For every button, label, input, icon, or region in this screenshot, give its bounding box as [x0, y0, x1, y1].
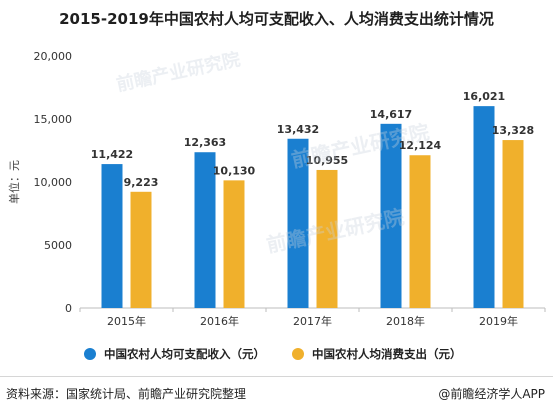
legend-item-expense: 中国农村人均消费支出（元）: [292, 346, 462, 362]
bar-income: [194, 152, 216, 308]
data-label-expense: 9,223: [124, 176, 159, 189]
data-label-income: 12,363: [184, 136, 226, 149]
chart-legend: 中国农村人均可支配收入（元） 中国农村人均消费支出（元）: [0, 346, 553, 366]
footer: 资料来源：国家统计局、前瞻产业研究院整理 @前瞻经济学人APP: [0, 376, 553, 411]
bar-expense: [316, 169, 338, 308]
y-tick-label: 10,000: [34, 176, 73, 189]
bar-income: [473, 106, 495, 308]
bar-income: [380, 123, 402, 308]
bar-expense: [130, 191, 152, 308]
data-label-expense: 13,328: [492, 124, 534, 137]
data-label-expense: 12,124: [399, 139, 442, 152]
x-tick-label: 2017年: [293, 314, 332, 328]
chart-title: 2015-2019年中国农村人均可支配收入、人均消费支出统计情况: [59, 10, 494, 28]
y-tick-label: 0: [65, 302, 72, 315]
source-note: 资料来源：国家统计局、前瞻产业研究院整理: [6, 387, 247, 401]
data-label-income: 13,432: [277, 123, 319, 136]
data-label-income: 11,422: [91, 148, 133, 161]
bar-chart: 单位：元 0 5000 10,000 15,000 20,000 11,422 9,223 20…: [7, 50, 546, 328]
y-axis-label: 单位：元: [7, 160, 21, 204]
legend-marker-expense: [292, 348, 304, 360]
y-tick-label: 20,000: [34, 50, 73, 63]
data-label-expense: 10,955: [306, 154, 348, 167]
brand-credit: @前瞻经济学人APP: [438, 387, 545, 401]
y-tick-label: 15,000: [34, 113, 73, 126]
bar-income: [287, 138, 309, 308]
data-label-income: 14,617: [370, 108, 412, 121]
bar-expense: [409, 155, 431, 308]
x-tick-label: 2016年: [200, 314, 239, 328]
data-label-expense: 10,130: [213, 164, 256, 177]
legend-label-expense: 中国农村人均消费支出（元）: [312, 347, 462, 361]
y-tick-label: 5000: [44, 239, 72, 252]
x-tick-label: 2019年: [479, 314, 518, 328]
x-tick-label: 2015年: [107, 314, 146, 328]
x-tick-label: 2018年: [386, 314, 425, 328]
bar-income: [101, 164, 123, 308]
bar-expense: [502, 140, 524, 308]
legend-label-income: 中国农村人均可支配收入（元）: [104, 347, 265, 361]
bar-expense: [223, 180, 245, 308]
legend-item-income: 中国农村人均可支配收入（元）: [84, 346, 265, 362]
legend-marker-income: [84, 348, 96, 360]
data-label-income: 16,021: [463, 90, 505, 103]
